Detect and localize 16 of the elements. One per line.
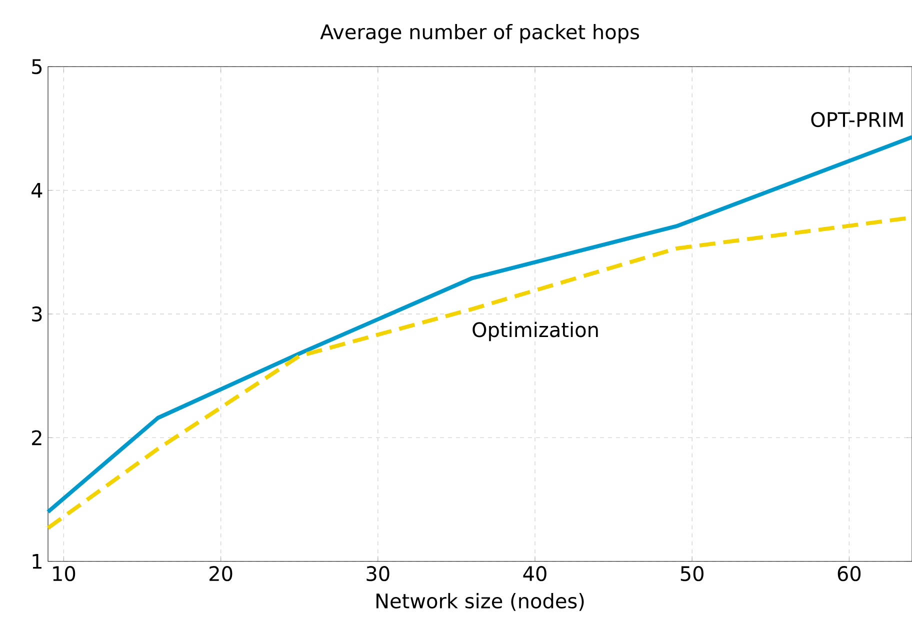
- x-tick-label: 50: [680, 566, 704, 582]
- y-tick-label: 5: [32, 59, 42, 74]
- x-tick-label: 40: [523, 566, 546, 582]
- series-label: Optimization: [472, 322, 598, 342]
- line-series: [46, 135, 912, 514]
- y-tick-label: 3: [32, 306, 42, 322]
- y-tick-label: 4: [32, 183, 42, 198]
- y-tick-label: 2: [32, 430, 42, 446]
- chart-title: Average number of packet hops: [320, 24, 639, 44]
- x-tick-label: 30: [366, 566, 390, 582]
- x-tick-label: 60: [838, 566, 861, 582]
- x-tick-label: 10: [53, 566, 76, 582]
- x-axis-title: Network size (nodes): [376, 593, 584, 611]
- x-tick-label: 20: [210, 566, 232, 582]
- series-label: OPT-PRIM: [811, 112, 903, 128]
- y-tick-label: 1: [32, 554, 42, 569]
